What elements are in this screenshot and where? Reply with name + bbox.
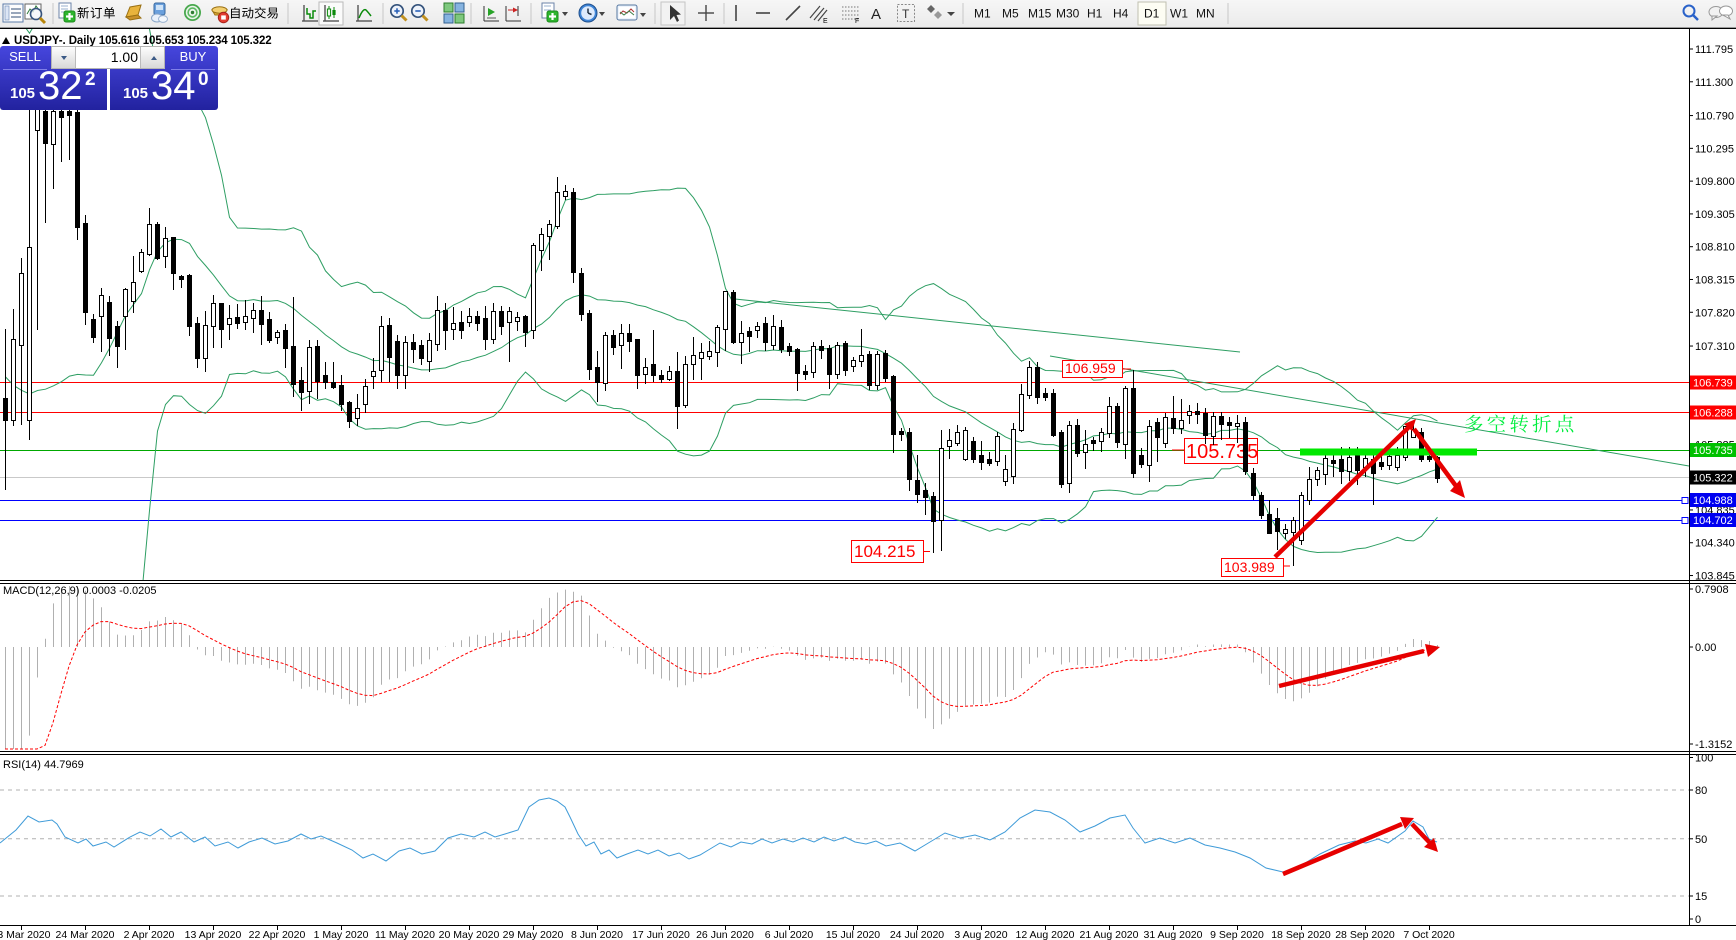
svg-text:11 May 2020: 11 May 2020 — [375, 929, 435, 940]
svg-text:H1: H1 — [1087, 7, 1103, 21]
svg-text:26 Jun 2020: 26 Jun 2020 — [696, 929, 754, 940]
svg-text:13 Apr 2020: 13 Apr 2020 — [185, 929, 242, 940]
svg-text:W1: W1 — [1170, 7, 1188, 21]
svg-text:E: E — [823, 18, 828, 25]
svg-text:RSI(14) 44.7969: RSI(14) 44.7969 — [3, 759, 84, 771]
svg-text:106.739: 106.739 — [1693, 378, 1733, 390]
svg-text:80: 80 — [1695, 785, 1707, 797]
svg-text:D1: D1 — [1144, 7, 1160, 21]
svg-text:0.7908: 0.7908 — [1695, 584, 1729, 596]
svg-text:M5: M5 — [1002, 7, 1019, 21]
svg-text:105.735: 105.735 — [1693, 445, 1733, 457]
svg-text:104.340: 104.340 — [1695, 538, 1735, 550]
svg-text:T: T — [902, 7, 910, 21]
svg-text:12 Aug 2020: 12 Aug 2020 — [1016, 929, 1075, 940]
svg-text:M15: M15 — [1028, 7, 1052, 21]
svg-text:107.820: 107.820 — [1695, 307, 1735, 319]
svg-text:1 May 2020: 1 May 2020 — [314, 929, 369, 940]
svg-text:15: 15 — [1695, 891, 1707, 903]
svg-text:13 Mar 2020: 13 Mar 2020 — [0, 929, 51, 940]
svg-text:105.322: 105.322 — [1693, 473, 1733, 485]
svg-text:31 Aug 2020: 31 Aug 2020 — [1144, 929, 1203, 940]
svg-text:18 Sep 2020: 18 Sep 2020 — [1271, 929, 1331, 940]
svg-text:0: 0 — [1695, 914, 1701, 926]
svg-text:29 May 2020: 29 May 2020 — [503, 929, 564, 940]
svg-text:103.845: 103.845 — [1695, 571, 1735, 583]
svg-text:8 Jun 2020: 8 Jun 2020 — [571, 929, 623, 940]
svg-text:106.288: 106.288 — [1693, 408, 1733, 420]
svg-text:MN: MN — [1196, 7, 1215, 21]
svg-text:H4: H4 — [1113, 7, 1129, 21]
svg-text:108.315: 108.315 — [1695, 274, 1735, 286]
svg-text:M1: M1 — [974, 7, 991, 21]
svg-text:24 Mar 2020: 24 Mar 2020 — [56, 929, 115, 940]
svg-text:100: 100 — [1695, 753, 1713, 765]
svg-text:2 Apr 2020: 2 Apr 2020 — [124, 929, 175, 940]
svg-text:7 Oct 2020: 7 Oct 2020 — [1403, 929, 1455, 940]
svg-text:0.00: 0.00 — [1695, 642, 1716, 654]
svg-text:104.215: 104.215 — [854, 542, 915, 561]
svg-text:110.295: 110.295 — [1695, 143, 1734, 155]
svg-text:M30: M30 — [1056, 7, 1080, 21]
svg-text:111.795: 111.795 — [1695, 44, 1733, 56]
svg-text:22 Apr 2020: 22 Apr 2020 — [249, 929, 306, 940]
svg-text:104.702: 104.702 — [1693, 515, 1733, 527]
svg-text:9 Sep 2020: 9 Sep 2020 — [1210, 929, 1264, 940]
svg-text:17 Jun 2020: 17 Jun 2020 — [632, 929, 690, 940]
svg-text:50: 50 — [1695, 834, 1707, 846]
svg-text:3 Aug 2020: 3 Aug 2020 — [954, 929, 1007, 940]
svg-text:20 May 2020: 20 May 2020 — [439, 929, 500, 940]
svg-text:104.988: 104.988 — [1693, 495, 1733, 507]
svg-text:109.305: 109.305 — [1695, 209, 1735, 221]
svg-text:107.310: 107.310 — [1695, 341, 1735, 353]
svg-text:105.735: 105.735 — [1186, 441, 1258, 463]
svg-text:103.989: 103.989 — [1224, 559, 1275, 575]
svg-text:111.300: 111.300 — [1695, 77, 1733, 89]
svg-text:USDJPY-. Daily 105.616 105.65: USDJPY-. Daily 105.616 105.653 105.234 1… — [14, 35, 272, 47]
svg-text:-1.3152: -1.3152 — [1695, 739, 1732, 751]
svg-text:110.790: 110.790 — [1695, 111, 1734, 123]
svg-text:21 Aug 2020: 21 Aug 2020 — [1080, 929, 1139, 940]
svg-text:108.810: 108.810 — [1695, 242, 1735, 254]
svg-text:109.800: 109.800 — [1695, 176, 1735, 188]
svg-text:MACD(12,26,9) 0.0003 -0.0205: MACD(12,26,9) 0.0003 -0.0205 — [3, 585, 156, 597]
svg-text:A: A — [871, 6, 881, 23]
svg-text:F: F — [855, 18, 859, 25]
svg-text:24 Jul 2020: 24 Jul 2020 — [890, 929, 944, 940]
svg-text:15 Jul 2020: 15 Jul 2020 — [826, 929, 880, 940]
svg-text:28 Sep 2020: 28 Sep 2020 — [1335, 929, 1395, 940]
svg-text:106.959: 106.959 — [1065, 360, 1116, 376]
svg-text:6 Jul 2020: 6 Jul 2020 — [765, 929, 814, 940]
